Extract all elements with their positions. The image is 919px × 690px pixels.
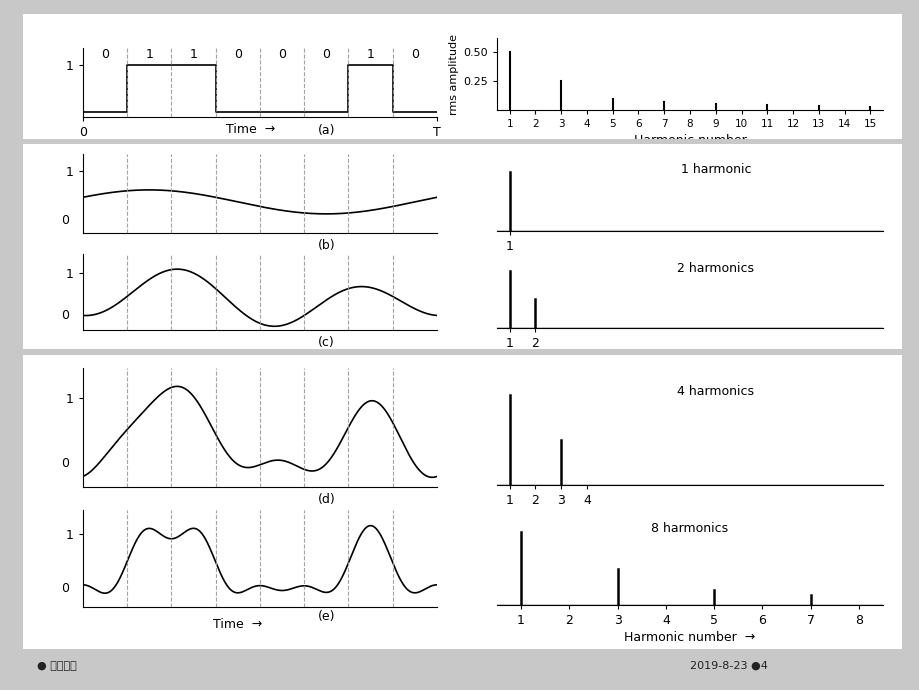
- Text: 1: 1: [367, 48, 374, 61]
- Text: (d): (d): [317, 493, 335, 506]
- Text: 0: 0: [233, 48, 242, 61]
- Text: 0: 0: [62, 457, 70, 471]
- Text: 0: 0: [322, 48, 330, 61]
- Text: 1 harmonic: 1 harmonic: [680, 163, 750, 176]
- Text: (c): (c): [318, 336, 335, 349]
- Text: 1: 1: [189, 48, 198, 61]
- X-axis label: Harmonic number: Harmonic number: [633, 134, 745, 146]
- Text: 0: 0: [62, 582, 70, 595]
- Text: 2 harmonics: 2 harmonics: [676, 262, 754, 275]
- Text: 1: 1: [145, 48, 153, 61]
- Text: 0: 0: [411, 48, 418, 61]
- Text: Time  →: Time →: [213, 618, 262, 631]
- Text: 8 harmonics: 8 harmonics: [651, 522, 728, 535]
- Text: (a): (a): [317, 124, 335, 137]
- Text: ● 谢谢观赏: ● 谢谢观赏: [37, 661, 76, 671]
- Text: 0: 0: [62, 214, 70, 227]
- Text: 4 harmonics: 4 harmonics: [676, 385, 754, 397]
- Text: 0: 0: [278, 48, 286, 61]
- Text: (b): (b): [317, 239, 335, 252]
- Text: 0: 0: [101, 48, 108, 61]
- Text: 0: 0: [62, 308, 70, 322]
- Text: 2019-8-23 ●4: 2019-8-23 ●4: [689, 661, 767, 671]
- X-axis label: Harmonic number  →: Harmonic number →: [624, 631, 754, 644]
- Text: Time  →: Time →: [226, 124, 276, 137]
- Y-axis label: rms amplitude: rms amplitude: [448, 34, 459, 115]
- Text: (e): (e): [317, 610, 335, 623]
